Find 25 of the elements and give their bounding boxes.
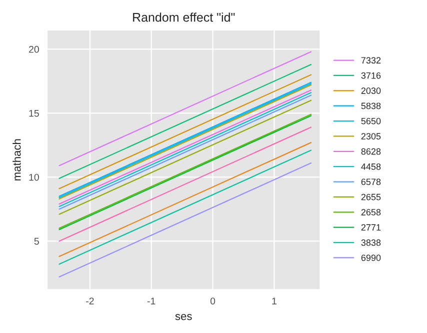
- legend-label: 6578: [361, 178, 381, 186]
- legend-label: 2655: [361, 194, 381, 200]
- legend-label: 6990: [361, 254, 381, 261]
- legend-label: 2305: [361, 133, 381, 140]
- legend-label: 2030: [361, 88, 381, 94]
- x-axis-title: ses: [175, 314, 192, 320]
- y-axis-title: mathach: [12, 139, 21, 180]
- legend-label: 3838: [361, 239, 381, 246]
- legend-label: 3716: [361, 72, 381, 79]
- y-tick-label: 20: [29, 46, 39, 53]
- x-tick-label: 0: [210, 298, 216, 304]
- legend-label: 7332: [361, 57, 381, 64]
- y-tick-label: 15: [29, 110, 39, 117]
- x-tick-label: -1: [147, 298, 156, 304]
- legend-label: 4458: [361, 163, 381, 170]
- y-tick-label: 10: [29, 174, 39, 181]
- y-tick-label: 5: [34, 238, 39, 245]
- chart-title: Random effect "id": [133, 12, 235, 22]
- x-tick-label: -2: [86, 298, 94, 304]
- legend-label: 2658: [361, 209, 381, 216]
- x-tick-label: 1: [272, 298, 276, 304]
- legend-label: 8628: [361, 148, 381, 155]
- legend-label: 5838: [361, 102, 381, 110]
- legend-label: 2771: [361, 224, 381, 231]
- legend-label: 5650: [361, 118, 381, 124]
